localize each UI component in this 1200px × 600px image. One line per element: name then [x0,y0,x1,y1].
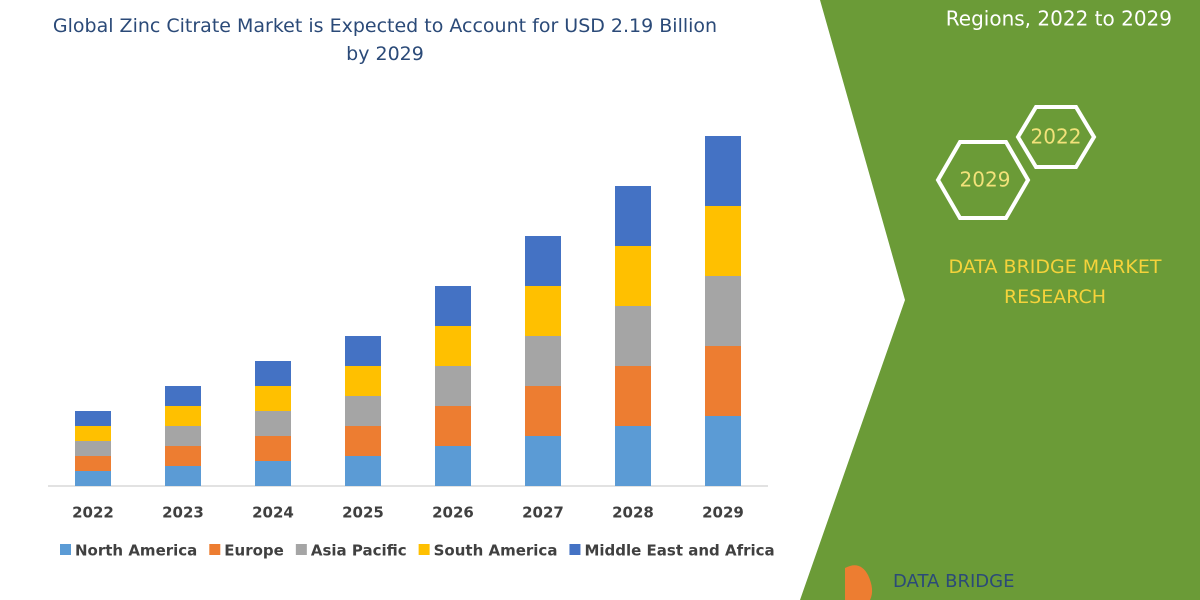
chart-title: Global Zinc Citrate Market is Expected t… [52,15,718,65]
bar-segment [165,426,201,446]
bar-segment [705,416,741,486]
bar-segment [525,436,561,486]
bar-segment [255,461,291,486]
logo-text: DATA BRIDGE [893,571,1014,592]
bar-segment [345,456,381,486]
x-tick-label: 2026 [432,504,474,522]
bar-segment [75,426,111,441]
bar-segment [165,446,201,466]
x-tick-label: 2024 [252,504,294,522]
legend-label: Middle East and Africa [584,542,774,560]
legend-swatch [569,544,581,555]
bar-segment [345,396,381,426]
legend-swatch [60,544,71,555]
side-panel-bg [800,0,1200,600]
legend-swatch [295,544,307,555]
bar-segment [345,426,381,456]
bar-segment [705,136,741,206]
bar-segment [165,406,201,426]
bar-segment [615,246,651,306]
hexagon [935,140,1031,220]
x-tick-label: 2028 [612,504,654,522]
bar-segment [525,386,561,436]
x-tick-label: 2029 [702,504,744,522]
bar-segment [435,406,471,446]
bar-segment [435,366,471,406]
legend-swatch [209,544,221,555]
bar-segment [435,286,471,326]
bar-segment [615,306,651,366]
bar-segment [435,326,471,366]
bar-segment [165,466,201,486]
legend-label: North America [75,542,197,560]
bar-segment [525,336,561,386]
x-tick-label: 2027 [522,504,564,522]
bar-segment [345,366,381,396]
bar-segment [525,286,561,336]
bar-segment [345,336,381,366]
logo-icon [845,565,873,600]
bar-segment [255,361,291,386]
x-tick-label: 2023 [162,504,204,522]
legend-swatch [418,544,430,555]
bar-segment [75,411,111,426]
legend-label: South America [434,542,558,560]
bar-segment [435,446,471,486]
hexagon-label: 2022 [1031,125,1082,149]
x-tick-label: 2022 [72,504,114,522]
bar-segment [75,441,111,456]
x-tick-label: 2025 [342,504,384,522]
hexagon [1015,105,1097,169]
bar-segment [255,436,291,461]
legend-label: Europe [224,542,284,560]
bar-segment [255,411,291,436]
bar-segment [525,236,561,286]
legend-label: Asia Pacific [311,542,407,560]
bar-segment [75,471,111,486]
bar-segment [75,456,111,471]
bar-segment [165,386,201,406]
bar-segment [615,426,651,486]
bar-segment [705,206,741,276]
side-heading: Regions, 2022 to 2029 [946,7,1172,31]
bar-segment [615,366,651,426]
bar-segment [615,186,651,246]
bar-segment [705,346,741,416]
bar-segment [255,386,291,411]
brand-box: DATA BRIDGE MARKET RESEARCH [948,256,1162,308]
bar-segment [705,276,741,346]
brand: DATA BRIDGE MARKET RESEARCH [948,256,1162,308]
hexagon-label: 2029 [960,168,1011,192]
